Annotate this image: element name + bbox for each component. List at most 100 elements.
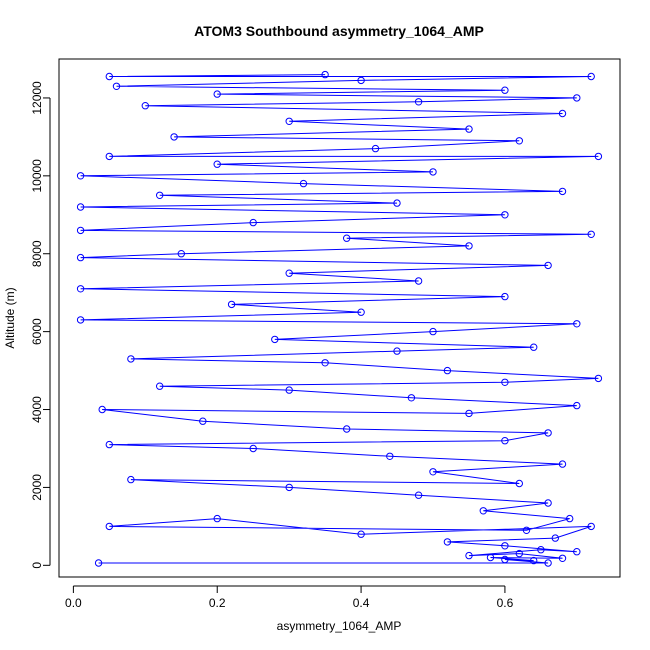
x-axis-label: asymmetry_1064_AMP: [277, 619, 402, 633]
data-point: [544, 429, 552, 437]
data-point: [558, 554, 567, 562]
y-tick-label: 0: [30, 562, 44, 569]
data-point: [285, 386, 293, 394]
data-point: [76, 285, 85, 293]
data-layer: [76, 70, 603, 567]
data-point: [271, 335, 279, 344]
data-point: [501, 86, 509, 94]
data-point: [465, 409, 473, 418]
data-point: [98, 405, 106, 414]
data-point: [501, 292, 509, 301]
data-point: [386, 452, 394, 460]
data-point: [443, 538, 452, 546]
data-point: [573, 94, 581, 102]
data-point: [105, 440, 114, 449]
data-point: [213, 514, 221, 523]
data-point: [429, 327, 437, 336]
data-point: [105, 72, 114, 81]
data-point: [558, 109, 567, 118]
data-point: [249, 218, 257, 227]
data-point: [587, 522, 595, 531]
data-point: [112, 82, 121, 91]
data-point: [465, 242, 473, 250]
data-point: [501, 378, 509, 386]
data-point: [587, 230, 595, 239]
y-tick-label: 2000: [30, 474, 44, 501]
data-point: [530, 556, 538, 565]
data-point: [573, 548, 581, 556]
data-point: [537, 546, 545, 554]
data-point: [515, 479, 523, 488]
series-line: [80, 74, 599, 564]
data-point: [479, 507, 487, 515]
data-point: [544, 261, 552, 270]
y-tick-label: 10000: [30, 159, 44, 193]
chart-title: ATOM3 Southbound asymmetry_1064_AMP: [194, 23, 484, 39]
data-point: [177, 250, 186, 258]
data-point: [299, 179, 308, 188]
x-axis: 0.0 0.2 0.4 0.6: [65, 585, 514, 610]
y-axis-label: Altitude (m): [3, 287, 17, 348]
data-point: [486, 553, 495, 562]
data-point: [321, 70, 329, 79]
data-point: [501, 211, 509, 219]
data-point: [105, 522, 114, 531]
y-axis: 0 2000 4000 6000 8000 10000 12000: [30, 81, 51, 569]
data-point: [501, 437, 509, 445]
data-point: [522, 526, 531, 534]
data-point: [443, 366, 452, 375]
data-point: [371, 144, 380, 153]
data-point: [393, 347, 401, 355]
data-point: [285, 483, 293, 492]
data-point: [285, 117, 293, 126]
y-tick-label: 8000: [30, 240, 44, 267]
data-point: [76, 253, 85, 262]
data-point: [465, 125, 473, 133]
data-point: [566, 514, 574, 523]
y-tick-label: 6000: [30, 318, 44, 345]
data-point: [357, 530, 365, 538]
data-point: [156, 382, 164, 390]
data-point: [414, 277, 423, 285]
x-tick-label: 0.0: [65, 596, 82, 610]
data-point: [343, 234, 351, 242]
plot-frame: [58, 58, 621, 578]
x-tick-label: 0.4: [353, 596, 370, 610]
y-tick-label: 12000: [30, 81, 44, 115]
data-point: [530, 343, 538, 351]
data-point: [407, 394, 416, 402]
data-point: [414, 491, 423, 499]
data-point: [515, 137, 523, 145]
data-point: [199, 417, 207, 425]
data-point: [573, 401, 581, 410]
data-point: [227, 300, 236, 309]
data-point: [213, 160, 221, 168]
data-point: [170, 133, 178, 141]
data-point: [76, 316, 85, 324]
data-point: [594, 374, 603, 383]
data-point: [551, 534, 559, 542]
data-point: [429, 468, 437, 476]
data-point: [393, 199, 401, 207]
data-point: [544, 559, 552, 567]
data-point: [515, 549, 523, 558]
data-point: [156, 191, 164, 200]
data-point: [285, 269, 293, 277]
data-point: [76, 226, 85, 235]
x-tick-label: 0.6: [497, 596, 514, 610]
data-point: [105, 152, 114, 161]
data-point: [587, 72, 595, 81]
data-point: [357, 308, 365, 316]
data-point: [414, 98, 423, 106]
data-point: [321, 359, 329, 367]
data-point: [343, 425, 351, 433]
data-point: [213, 90, 221, 98]
data-point: [465, 551, 473, 560]
x-tick-label: 0.2: [209, 596, 226, 610]
data-point: [501, 542, 509, 550]
data-point: [76, 203, 85, 211]
data-point: [429, 168, 437, 176]
data-point: [94, 559, 103, 567]
